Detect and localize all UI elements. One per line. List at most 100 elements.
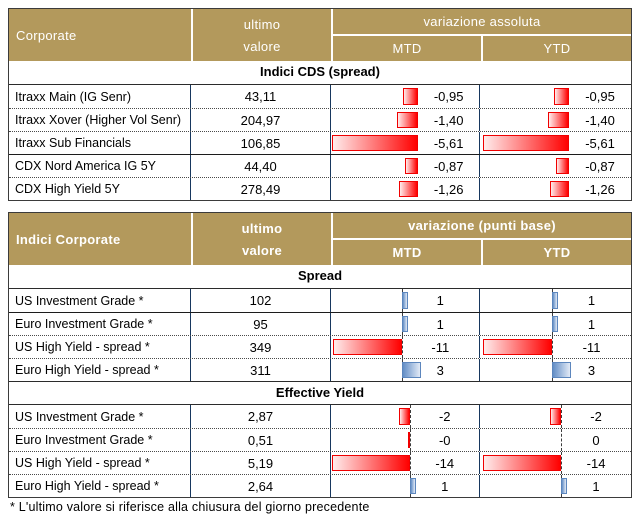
positive-data-bar [552,292,559,309]
table-row: Euro High Yield - spread * 311 3 3 [9,358,631,381]
positive-data-bar [561,478,568,494]
ytd-variation-cell: -11 [480,336,631,358]
variation-header-label: variazione (punti base) [333,213,631,240]
mtd-value: -2 [438,409,451,424]
negative-data-bar [399,181,419,197]
bar-axis [410,429,412,451]
ytd-value: 1 [587,293,596,308]
bar-axis [561,452,563,474]
section-title: Spread [9,265,631,289]
bar-axis [410,452,412,474]
positive-data-bar [401,292,408,309]
mtd-variation-cell: -5,61 [331,132,480,154]
table-row: Euro High Yield - spread * 2,64 1 1 [9,474,631,497]
last-value: 43,11 [191,85,331,108]
value-column-header: ultimo valore [191,213,331,265]
negative-data-bar [483,455,562,471]
negative-data-bar [403,88,419,105]
last-value: 106,85 [191,132,331,154]
value-header-line1: ultimo [241,220,283,236]
ytd-column-header: YTD [481,36,631,61]
footnote: * L'ultimo valore si riferisce alla chiu… [10,500,370,514]
table-row: Euro Investment Grade * 0,51 -0 0 [9,428,631,451]
row-label: Euro High Yield - spread * [9,359,191,381]
ytd-column-header: YTD [481,240,631,265]
last-value: 278,49 [191,178,331,200]
row-label: US High Yield - spread * [9,452,191,474]
last-value: 204,97 [191,109,331,131]
bar-axis [401,336,403,358]
ytd-value: -2 [590,409,602,424]
negative-data-bar [556,158,570,174]
mtd-value: -0,95 [433,89,464,104]
bar-axis [561,429,563,451]
ytd-variation-cell: 0 [480,429,631,451]
cds-table-header: Corporate ultimo valore variazione assol… [9,9,631,61]
mtd-value: 3 [436,362,444,378]
ytd-variation-cell: -2 [480,405,631,428]
mtd-value: 1 [436,293,444,308]
mtd-value: -0,87 [433,158,464,174]
table-row: US Investment Grade * 2,87 -2 -2 [9,405,631,428]
cds-table: Corporate ultimo valore variazione assol… [8,8,632,201]
variation-header-label: variazione assoluta [333,9,631,36]
table-row: US High Yield - spread * 5,19 -14 -14 [9,451,631,474]
ytd-value: -1,40 [585,112,615,128]
corporate-indices-table: Indici Corporate ultimo valore variazion… [8,212,632,498]
bar-axis [561,405,563,428]
last-value: 0,51 [191,429,331,451]
ytd-value: 1 [592,478,600,494]
mtd-value: -5,61 [433,135,464,151]
negative-data-bar [550,408,562,425]
mtd-value: -14 [435,455,455,471]
last-value: 102 [191,289,331,312]
row-label: Euro Investment Grade * [9,429,191,451]
row-label: Itraxx Xover (Higher Vol Senr) [9,109,191,131]
table-row: Itraxx Sub Financials 106,85 -5,61 -5,61 [9,131,631,154]
negative-data-bar [397,112,419,128]
row-label: Itraxx Main (IG Senr) [9,85,191,108]
ytd-value: -0,87 [585,158,615,174]
negative-data-bar [483,339,553,355]
section-title: Indici CDS (spread) [9,61,631,85]
mtd-variation-cell: -14 [331,452,480,474]
negative-data-bar [483,135,570,151]
last-value: 349 [191,336,331,358]
mtd-variation-cell: -0,95 [331,85,480,108]
variation-subheaders: MTD YTD [333,36,631,61]
ytd-value: -11 [582,339,601,355]
mtd-column-header: MTD [392,245,422,260]
corner-header-label: Indici Corporate [16,231,121,247]
mtd-value: -1,40 [433,112,464,128]
mtd-value: 1 [441,478,449,494]
ytd-variation-cell: -0,87 [480,155,631,177]
row-label: US Investment Grade * [9,405,191,428]
ytd-variation-cell: -14 [480,452,631,474]
mtd-column-header: MTD [392,41,422,56]
row-label: US Investment Grade * [9,289,191,312]
table-row: Itraxx Main (IG Senr) 43,11 -0,95 -0,95 [9,85,631,108]
mtd-variation-cell: -0 [331,429,480,451]
negative-data-bar [332,455,411,471]
positive-data-bar [401,316,408,332]
negative-data-bar [332,135,419,151]
row-label: CDX High Yield 5Y [9,178,191,200]
mtd-variation-cell: 3 [331,359,480,381]
ytd-value: -5,61 [585,135,615,151]
row-label: CDX Nord America IG 5Y [9,155,191,177]
ytd-value: 1 [587,316,596,332]
cds-table-body: Indici CDS (spread) Itraxx Main (IG Senr)… [9,61,631,200]
mtd-variation-cell: 1 [331,313,480,335]
table-row: Euro Investment Grade * 95 1 1 [9,312,631,335]
mtd-variation-cell: -0,87 [331,155,480,177]
value-header-line2: valore [243,38,281,54]
value-column-header: ultimo valore [191,9,331,61]
negative-data-bar [405,158,419,174]
mtd-variation-cell: -2 [331,405,480,428]
ytd-variation-cell: 1 [480,475,631,497]
positive-data-bar [552,316,559,332]
negative-data-bar [554,88,570,105]
mtd-value: 1 [436,316,444,332]
row-label: US High Yield - spread * [9,336,191,358]
